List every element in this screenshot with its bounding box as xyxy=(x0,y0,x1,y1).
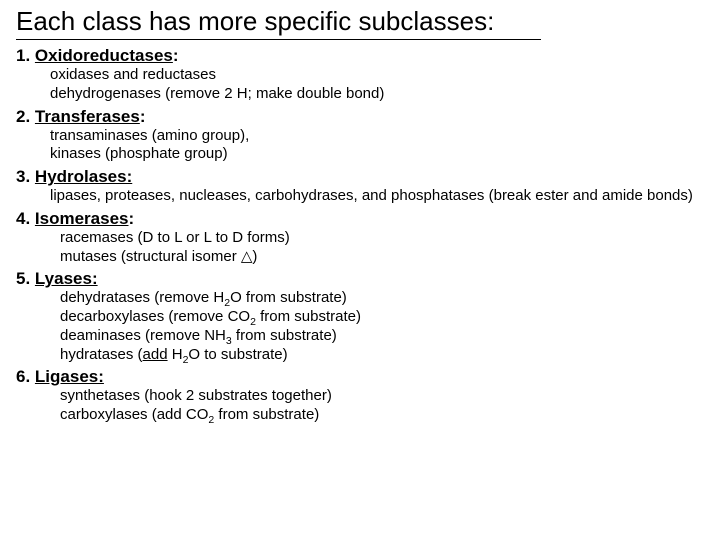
class-number: 5. xyxy=(16,269,30,288)
class-heading-oxidoreductases: 1. Oxidoreductases: xyxy=(16,46,704,66)
slide-page: Each class has more specific subclasses:… xyxy=(0,0,720,425)
subclass-line: carboxylases (add CO2 from substrate) xyxy=(60,406,704,425)
class-colon: : xyxy=(173,46,179,65)
text: hydratases ( xyxy=(60,346,143,363)
subclass-line: lipases, proteases, nucleases, carbohydr… xyxy=(50,187,704,206)
subclass-line: synthetases (hook 2 substrates together) xyxy=(60,387,704,406)
text: deaminases (remove NH xyxy=(60,327,226,344)
subclass-line: hydratases (add H2O to substrate) xyxy=(60,346,704,365)
text: O from substrate) xyxy=(230,289,347,306)
class-heading-isomerases: 4. Isomerases: xyxy=(16,209,704,229)
underline-text: add xyxy=(143,346,168,363)
class-name: Hydrolases: xyxy=(35,167,132,186)
text: carboxylases (add CO xyxy=(60,406,208,423)
subclass-line: mutases (structural isomer △) xyxy=(60,248,704,267)
class-heading-transferases: 2. Transferases: xyxy=(16,107,704,127)
subclass-line: decarboxylases (remove CO2 from substrat… xyxy=(60,308,704,327)
class-name: Lyases: xyxy=(35,269,98,288)
class-name: Oxidoreductases xyxy=(35,46,173,65)
page-title: Each class has more specific subclasses: xyxy=(16,6,541,40)
class-name: Isomerases xyxy=(35,209,129,228)
text: from substrate) xyxy=(214,406,319,423)
text: from substrate) xyxy=(232,327,337,344)
subclass-line: dehydrogenases (remove 2 H; make double … xyxy=(50,85,704,104)
class-heading-ligases: 6. Ligases: xyxy=(16,367,704,387)
subclass-line: kinases (phosphate group) xyxy=(50,145,704,164)
text: O to substrate) xyxy=(188,346,287,363)
class-colon: : xyxy=(129,209,135,228)
class-name: Ligases: xyxy=(35,367,104,386)
class-heading-lyases: 5. Lyases: xyxy=(16,269,704,289)
text: H xyxy=(168,346,183,363)
text: decarboxylases (remove CO xyxy=(60,308,250,325)
class-colon: : xyxy=(140,107,146,126)
text: dehydratases (remove H xyxy=(60,289,224,306)
subclass-line: deaminases (remove NH3 from substrate) xyxy=(60,327,704,346)
class-number: 3. xyxy=(16,167,30,186)
class-number: 2. xyxy=(16,107,30,126)
subclass-line: oxidases and reductases xyxy=(50,66,704,85)
text: from substrate) xyxy=(256,308,361,325)
subclass-line: racemases (D to L or L to D forms) xyxy=(60,229,704,248)
class-number: 4. xyxy=(16,209,30,228)
class-heading-hydrolases: 3. Hydrolases: xyxy=(16,167,704,187)
class-number: 1. xyxy=(16,46,30,65)
class-name: Transferases xyxy=(35,107,140,126)
subclass-line: transaminases (amino group), xyxy=(50,127,704,146)
subclass-line: dehydratases (remove H2O from substrate) xyxy=(60,289,704,308)
class-number: 6. xyxy=(16,367,30,386)
